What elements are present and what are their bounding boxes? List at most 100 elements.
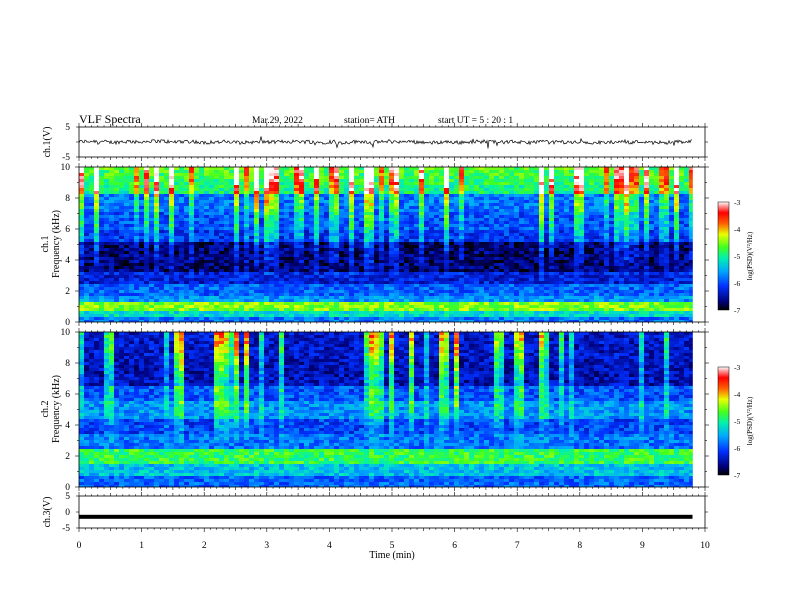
spectrogram-cell xyxy=(254,176,260,180)
spectrogram-cell xyxy=(404,263,410,267)
spectrogram-cell xyxy=(294,263,300,267)
spectrogram-cell xyxy=(594,230,600,234)
spectrogram-cell xyxy=(164,173,170,177)
spectrogram-cell xyxy=(599,200,605,204)
spectrogram-cell xyxy=(504,206,510,210)
spectrogram-cell xyxy=(499,239,505,243)
spectrogram-cell xyxy=(174,212,180,216)
spectrogram-cell xyxy=(539,227,545,231)
spectrogram-cell xyxy=(614,284,620,288)
spectrogram-cell xyxy=(364,167,370,171)
spectrogram-cell xyxy=(124,212,130,216)
spectrogram-cell xyxy=(629,188,635,192)
spectrogram-cell xyxy=(329,227,335,231)
spectrogram-cell xyxy=(89,191,95,195)
spectrogram-cell xyxy=(504,230,510,234)
spectrogram-cell xyxy=(179,170,185,174)
spectrogram-cell xyxy=(479,188,485,192)
spectrogram-cell xyxy=(204,257,210,261)
spectrogram-cell xyxy=(309,269,315,273)
spectrogram-cell xyxy=(249,284,255,288)
spectrogram-cell xyxy=(364,248,370,252)
spectrogram-cell xyxy=(624,170,630,174)
spectrogram-cell xyxy=(219,188,225,192)
spectrogram-cell xyxy=(194,167,200,171)
spectrogram-cell xyxy=(609,275,615,279)
spectrogram-cell xyxy=(349,269,355,273)
spectrogram-cell xyxy=(504,209,510,213)
spectrogram-cell xyxy=(464,260,470,264)
spectrogram-cell xyxy=(674,239,680,243)
spectrogram-cell xyxy=(579,239,585,243)
spectrogram-cell xyxy=(264,236,270,240)
spectrogram-cell xyxy=(449,209,455,213)
spectrogram-cell xyxy=(674,230,680,234)
spectrogram-cell xyxy=(564,260,570,264)
spectrogram-cell xyxy=(549,257,555,261)
spectrogram-cell xyxy=(339,206,345,210)
spectrogram-cell xyxy=(419,239,425,243)
spectrogram-cell xyxy=(144,269,150,273)
spectrogram-cell xyxy=(349,221,355,225)
spectrogram-cell xyxy=(249,269,255,273)
spectrogram-cell xyxy=(619,206,625,210)
spectrogram-cell xyxy=(474,233,480,237)
spectrogram-cell xyxy=(324,278,330,282)
spectrogram-cell xyxy=(209,176,215,180)
spectrogram-cell xyxy=(279,275,285,279)
spectrogram-cell xyxy=(179,179,185,183)
spectrogram-cell xyxy=(584,245,590,249)
spectrogram-cell xyxy=(124,230,130,234)
spectrogram-cell xyxy=(314,194,320,198)
spectrogram-cell xyxy=(659,239,665,243)
spectrogram-cell xyxy=(394,170,400,174)
spectrogram-cell xyxy=(289,191,295,195)
spectrogram-cell xyxy=(329,194,335,198)
spectrogram-cell xyxy=(114,233,120,237)
spectrogram-cell xyxy=(474,218,480,222)
spectrogram-cell xyxy=(514,263,520,267)
spectrogram-cell xyxy=(274,242,280,246)
spectrogram-cell xyxy=(609,179,615,183)
spectrogram-cell xyxy=(139,260,145,264)
spectrogram-cell xyxy=(274,170,280,174)
spectrogram-cell xyxy=(614,167,620,171)
spectrogram-cell xyxy=(124,188,130,192)
spectrogram-cell xyxy=(664,176,670,180)
spectrogram-cell xyxy=(384,245,390,249)
spectrogram-cell xyxy=(149,176,155,180)
spectrogram-cell xyxy=(564,221,570,225)
spectrogram-cell xyxy=(184,245,190,249)
spectrogram-cell xyxy=(539,242,545,246)
spectrogram-cell xyxy=(689,257,693,261)
spectrogram-cell xyxy=(329,230,335,234)
spectrogram-cell xyxy=(219,185,225,189)
spectrogram-cell xyxy=(339,215,345,219)
spectrogram-cell xyxy=(164,188,170,192)
spectrogram-cell xyxy=(124,248,130,252)
spectrogram-cell xyxy=(424,251,430,255)
spectrogram-cell xyxy=(509,218,515,222)
spectrogram-cell xyxy=(539,245,545,249)
spectrogram-cell xyxy=(389,188,395,192)
spectrogram-cell xyxy=(434,167,440,171)
spectrogram-cell xyxy=(534,182,540,186)
spectrogram-cell xyxy=(334,278,340,282)
spectrogram-cell xyxy=(144,188,150,192)
spectrogram-cell xyxy=(274,245,280,249)
spectrogram-cell xyxy=(289,245,295,249)
spectrogram-cell xyxy=(569,179,575,183)
spectrogram-cell xyxy=(204,215,210,219)
spectrogram-cell xyxy=(474,281,480,285)
spectrogram-cell xyxy=(684,254,690,258)
spectrogram-cell xyxy=(554,182,560,186)
spectrogram-cell xyxy=(349,176,355,180)
spectrogram-cell xyxy=(424,203,430,207)
spectrogram-cell xyxy=(664,167,670,171)
spectrogram-cell xyxy=(239,221,245,225)
spectrogram-cell xyxy=(604,167,610,171)
spectrogram-cell xyxy=(579,272,585,276)
spectrogram-cell xyxy=(99,173,105,177)
spectrogram-cell xyxy=(374,251,380,255)
spectrogram-cell xyxy=(419,248,425,252)
